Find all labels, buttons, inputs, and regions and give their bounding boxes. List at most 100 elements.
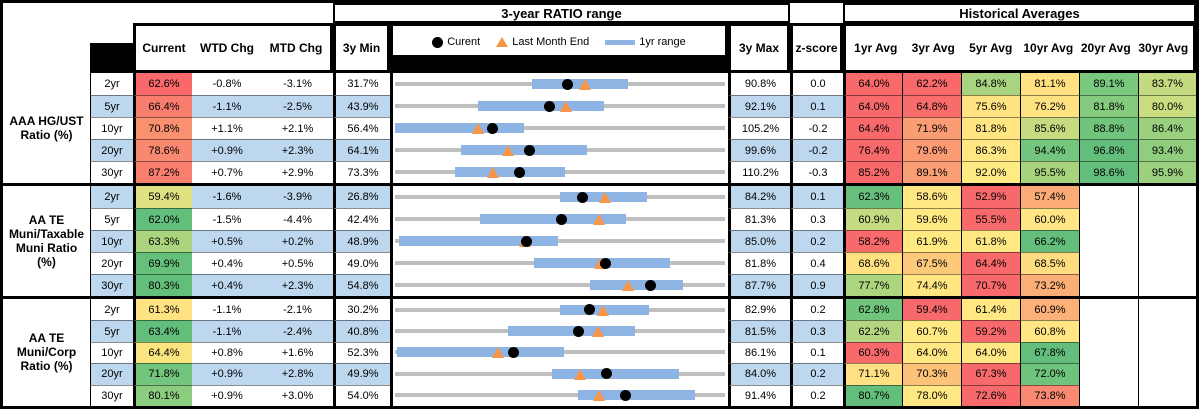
last-month-triangle (621, 280, 634, 291)
avg-cell-empty (1138, 230, 1196, 252)
wtd-chg-cell: +0.4% (192, 274, 262, 296)
avg-cell: 62.2% (843, 320, 902, 342)
current-dot (543, 100, 555, 112)
avg-cell: 60.8% (1020, 320, 1079, 342)
current-dot (572, 325, 584, 337)
tenor-cell: 20yr (90, 139, 133, 161)
avg-cell-empty (1079, 230, 1138, 252)
current-cell: 66.4% (133, 95, 192, 117)
legend-last-month-item: Last Month End (496, 36, 589, 48)
table-row: 20yr 69.9% +0.4% +0.5% 49.0% 81.8% 0.4 68.6% 67.… (90, 252, 1196, 274)
current-cell: 62.0% (133, 208, 192, 230)
avg-cell-empty (1138, 274, 1196, 296)
current-cell: 71.8% (133, 363, 192, 385)
current-dot (521, 235, 533, 247)
3y-max-column-header: 3y Max (728, 23, 790, 73)
avg-cell: 60.0% (1020, 208, 1079, 230)
historical-averages-title-text: Historical Averages (959, 5, 1080, 21)
group-separator (3, 296, 1196, 299)
min-3y-cell: 30.2% (333, 299, 390, 321)
avg-cell: 89.1% (902, 161, 961, 183)
avg-cell: 83.7% (1138, 73, 1196, 95)
wtd-chg-cell: +0.4% (192, 252, 262, 274)
current-dot (576, 191, 588, 203)
range-bar-1yr (461, 145, 588, 155)
mtd-chg-cell: -2.1% (262, 299, 333, 321)
avg-cell: 64.0% (961, 341, 1020, 364)
wtd-chg-cell: -0.8% (192, 73, 262, 95)
table-row: 2yr 59.4% -1.6% -3.9% 26.8% 84.2% 0.1 62.3% 58.6… (90, 186, 1196, 208)
avg-cell: 73.2% (1020, 274, 1079, 296)
min-3y-cell: 49.0% (333, 252, 390, 274)
avg-cell: 76.4% (843, 139, 902, 161)
avg-cell: 76.2% (1020, 95, 1079, 117)
avg-cell: 73.8% (1020, 384, 1079, 406)
min-3y-cell: 64.1% (333, 139, 390, 161)
z-score-cell: 0.1 (790, 95, 843, 117)
last-month-triangle (472, 123, 485, 134)
current-cell: 62.6% (133, 73, 192, 95)
min-3y-cell: 31.7% (333, 73, 390, 95)
tenor-cell: 2yr (90, 186, 133, 208)
mtd-chg-cell: +2.9% (262, 161, 333, 183)
wtd-chg-column-header: WTD Chg (200, 41, 254, 55)
last-month-triangle (596, 304, 609, 316)
wtd-chg-cell: -1.1% (192, 95, 262, 117)
last-month-triangle (491, 347, 504, 359)
tenor-cell: 5yr (90, 208, 133, 230)
current-dot (507, 346, 519, 358)
last-month-triangle (502, 145, 515, 156)
max-3y-cell: 87.7% (728, 274, 790, 296)
mtd-chg-column-header: MTD Chg (269, 41, 323, 55)
chart-range-cell (390, 384, 728, 406)
3y-min-column-header: 3y Min (333, 23, 390, 73)
current-cell: 87.2% (133, 161, 192, 183)
table-row: 30yr 80.3% +0.4% +2.3% 54.8% 87.7% 0.9 77.7% 74.… (90, 274, 1196, 296)
avg-cell-empty (1138, 299, 1196, 321)
chart-range-cell (390, 73, 728, 95)
avg-cell-empty (1079, 384, 1138, 406)
z-score-label: z-score (795, 41, 838, 55)
avg-cell: 55.5% (961, 208, 1020, 230)
group-label-line: Muni Ratio (15, 241, 78, 255)
group-label-line: (%) (37, 255, 56, 269)
1yr-range-bar-icon (605, 39, 636, 45)
current-cell: 63.3% (133, 230, 192, 252)
avg-cell: 67.8% (1020, 341, 1079, 364)
chart-range-cell (390, 274, 728, 296)
group-label: AA TE Muni/Taxable Muni Ratio (%) (3, 186, 90, 296)
avg-cell: 59.2% (961, 320, 1020, 342)
range-section-title: 3-year RATIO range (333, 3, 790, 23)
avg-cell-empty (1079, 252, 1138, 274)
avg-cell: 68.5% (1020, 252, 1079, 274)
last-month-triangle (592, 214, 605, 225)
avg-cell: 85.6% (1020, 117, 1079, 139)
avg-cell-empty (1138, 320, 1196, 342)
avg-cell: 81.1% (1020, 73, 1079, 95)
range-track (395, 283, 725, 287)
tenor-cell: 2yr (90, 299, 133, 321)
group-label-line: Ratio (%) (20, 359, 73, 374)
max-3y-cell: 81.8% (728, 252, 790, 274)
table-row: 10yr 64.4% +0.8% +1.6% 52.3% 86.1% 0.1 60.3% 64.… (90, 341, 1196, 364)
avg-col-header-5yr: 5yr Avg (969, 41, 1013, 55)
chart-range-cell (390, 252, 728, 274)
min-3y-cell: 26.8% (333, 186, 390, 208)
current-cell: 59.4% (133, 186, 192, 208)
avg-cell: 66.2% (1020, 230, 1079, 252)
wtd-chg-cell: +0.7% (192, 161, 262, 183)
tenor-cell: 2yr (90, 73, 133, 95)
ratio-group: AA TE Muni/Corp Ratio (%) 2yr 61.3% -1.1% -2.1… (3, 299, 1196, 406)
max-3y-cell: 82.9% (728, 299, 790, 321)
table-row: 5yr 63.4% -1.1% -2.4% 40.8% 81.5% 0.3 62.2% 60.7… (90, 320, 1196, 342)
avg-cell: 70.3% (902, 363, 961, 385)
range-track (395, 393, 725, 398)
avg-cell: 85.2% (843, 161, 902, 183)
current-dot (555, 213, 567, 225)
avg-cell: 64.4% (843, 117, 902, 139)
avg-cell: 86.4% (1138, 117, 1196, 139)
avg-cell: 98.6% (1079, 161, 1138, 183)
chart-range-cell (390, 95, 728, 117)
max-3y-cell: 99.6% (728, 139, 790, 161)
wtd-chg-cell: -1.5% (192, 208, 262, 230)
